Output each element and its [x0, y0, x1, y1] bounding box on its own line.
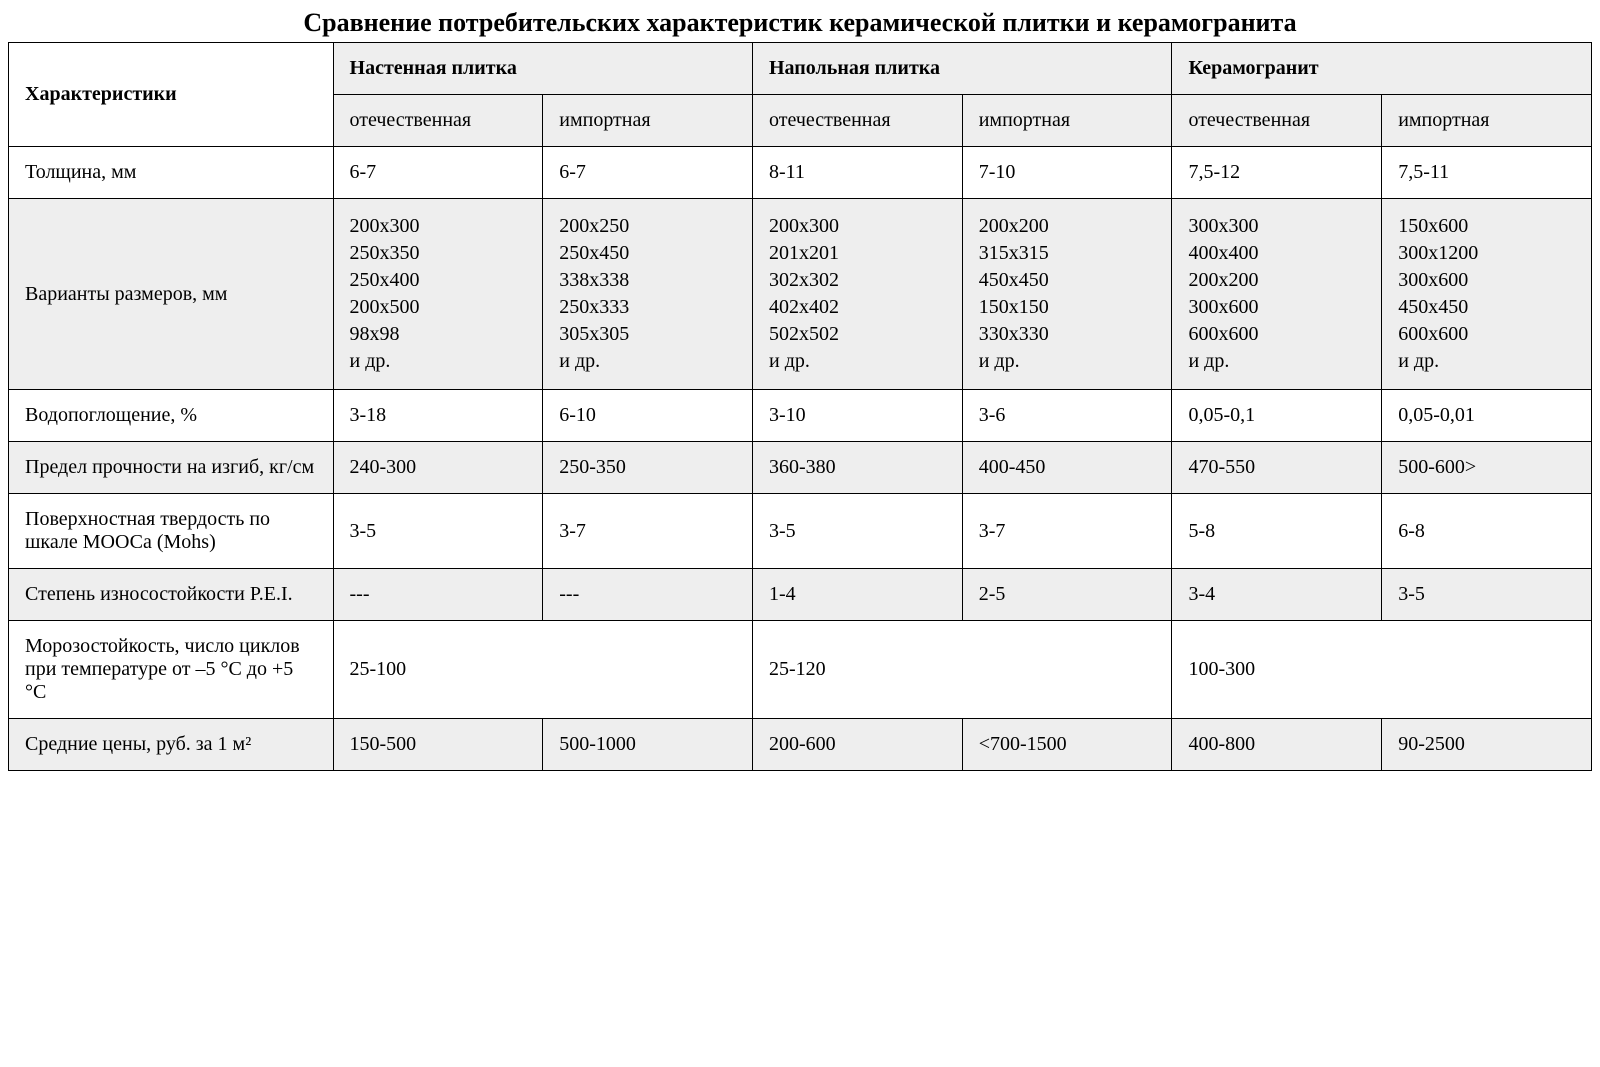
header-sub: импортная	[1382, 95, 1592, 147]
data-cell: 7,5-12	[1172, 147, 1382, 199]
header-sub: импортная	[543, 95, 753, 147]
header-sub: импортная	[962, 95, 1172, 147]
data-cell: 3-5	[752, 494, 962, 569]
table-row: Толщина, мм6-76-78-117-107,5-127,5-11	[9, 147, 1592, 199]
row-label: Степень износостойкости P.E.I.	[9, 569, 334, 621]
data-cell: 200х300 250х350 250х400 200х500 98х98 и …	[333, 199, 543, 390]
header-group-granite: Керамогранит	[1172, 43, 1592, 95]
data-cell: 25-120	[752, 621, 1171, 719]
data-cell: 25-100	[333, 621, 752, 719]
data-cell: 3-6	[962, 390, 1172, 442]
table-row: Средние цены, руб. за 1 м²150-500500-100…	[9, 719, 1592, 771]
data-cell: 0,05-0,01	[1382, 390, 1592, 442]
header-group-wall: Настенная плитка	[333, 43, 752, 95]
row-label: Водопоглощение, %	[9, 390, 334, 442]
data-cell: 100-300	[1172, 621, 1592, 719]
data-cell: 3-7	[543, 494, 753, 569]
data-cell: 3-5	[1382, 569, 1592, 621]
data-cell: 3-18	[333, 390, 543, 442]
data-cell: 6-10	[543, 390, 753, 442]
data-cell: 3-4	[1172, 569, 1382, 621]
data-cell: 3-7	[962, 494, 1172, 569]
data-cell: 200-600	[752, 719, 962, 771]
data-cell: 240-300	[333, 442, 543, 494]
table-row: Варианты размеров, мм200х300 250х350 250…	[9, 199, 1592, 390]
data-cell: 250-350	[543, 442, 753, 494]
data-cell: 500-1000	[543, 719, 753, 771]
data-cell: ---	[333, 569, 543, 621]
header-sub: отечественная	[752, 95, 962, 147]
data-cell: 5-8	[1172, 494, 1382, 569]
data-cell: 1-4	[752, 569, 962, 621]
data-cell: ---	[543, 569, 753, 621]
data-cell: 200х200 315х315 450х450 150х150 330х330 …	[962, 199, 1172, 390]
row-label: Средние цены, руб. за 1 м²	[9, 719, 334, 771]
data-cell: 0,05-0,1	[1172, 390, 1382, 442]
table-row: Степень износостойкости P.E.I.------1-42…	[9, 569, 1592, 621]
row-label: Варианты размеров, мм	[9, 199, 334, 390]
table-body: Толщина, мм6-76-78-117-107,5-127,5-11Вар…	[9, 147, 1592, 771]
data-cell: 300х300 400х400 200х200 300х600 600х600 …	[1172, 199, 1382, 390]
data-cell: 400-450	[962, 442, 1172, 494]
data-cell: 200х250 250х450 338х338 250х333 305х305 …	[543, 199, 753, 390]
data-cell: <700-1500	[962, 719, 1172, 771]
header-sub: отечественная	[1172, 95, 1382, 147]
data-cell: 7,5-11	[1382, 147, 1592, 199]
data-cell: 3-10	[752, 390, 962, 442]
data-cell: 8-11	[752, 147, 962, 199]
data-cell: 6-7	[333, 147, 543, 199]
data-cell: 7-10	[962, 147, 1172, 199]
row-label: Толщина, мм	[9, 147, 334, 199]
data-cell: 2-5	[962, 569, 1172, 621]
header-group-floor: Напольная плитка	[752, 43, 1171, 95]
row-label: Предел прочности на изгиб, кг/см	[9, 442, 334, 494]
header-characteristics: Характеристики	[9, 43, 334, 147]
table-row: Водопоглощение, %3-186-103-103-60,05-0,1…	[9, 390, 1592, 442]
data-cell: 400-800	[1172, 719, 1382, 771]
data-cell: 360-380	[752, 442, 962, 494]
data-cell: 90-2500	[1382, 719, 1592, 771]
row-label: Поверхностная твердость по шкале МООСа (…	[9, 494, 334, 569]
data-cell: 6-8	[1382, 494, 1592, 569]
table-row: Морозостойкость, число циклов при темпер…	[9, 621, 1592, 719]
data-cell: 3-5	[333, 494, 543, 569]
comparison-table: Характеристики Настенная плитка Напольна…	[8, 42, 1592, 771]
data-cell: 200х300 201х201 302х302 402х402 502х502 …	[752, 199, 962, 390]
table-row: Поверхностная твердость по шкале МООСа (…	[9, 494, 1592, 569]
data-cell: 500-600>	[1382, 442, 1592, 494]
header-sub: отечественная	[333, 95, 543, 147]
table-row: Предел прочности на изгиб, кг/см240-3002…	[9, 442, 1592, 494]
data-cell: 150х600 300х1200 300х600 450х450 600х600…	[1382, 199, 1592, 390]
table-header: Характеристики Настенная плитка Напольна…	[9, 43, 1592, 147]
page-title: Сравнение потребительских характеристик …	[8, 8, 1592, 38]
data-cell: 6-7	[543, 147, 753, 199]
data-cell: 470-550	[1172, 442, 1382, 494]
row-label: Морозостойкость, число циклов при темпер…	[9, 621, 334, 719]
data-cell: 150-500	[333, 719, 543, 771]
